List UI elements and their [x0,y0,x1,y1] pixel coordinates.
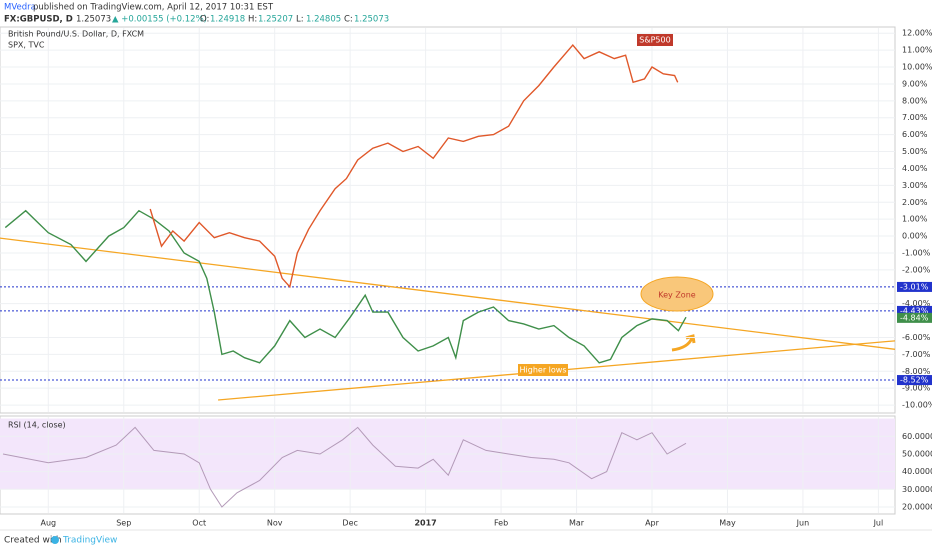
x-tick-label: 2017 [414,519,436,528]
series-line [2,426,687,508]
spx-tag [637,34,673,46]
y-tick-label: -6.00% [902,333,931,342]
y-tick-label: 9.00% [902,79,928,88]
ohlc-item: 1.24805 [306,15,341,25]
ohlc-item: O: [200,15,209,25]
y-tick-label: 11.00% [902,46,932,55]
footer-brand[interactable]: TradingView [62,536,117,546]
y-tick-label: 20.0000 [902,502,932,511]
y-tick-label: -7.00% [902,350,931,359]
main-pane [0,26,896,414]
x-tick-label: Jul [873,519,884,528]
y-tick-label: 4.00% [902,164,928,173]
symbol: FX:GBPUSD, D [4,15,73,25]
key-zone [640,276,714,312]
x-tick-label: Sep [116,519,131,528]
y-tick-label: 1.00% [902,215,928,224]
level-label: -3.01% [900,282,929,291]
x-tick-label: Nov [267,519,283,528]
x-tick-label: Oct [192,519,206,528]
higher-lows-label: Higher lows [520,366,567,375]
y-tick-label: 3.00% [902,181,928,190]
published: published on TradingView.com, April 12, … [33,3,274,13]
x-tick-label: Apr [645,519,660,528]
key-zone-label: Key Zone [658,291,695,300]
level-tag [897,281,932,292]
y-tick-label: -10.00% [902,401,932,410]
y-tick-label: 2.00% [902,198,928,207]
x-tick-label: Aug [40,519,56,528]
y-tick-label: 6.00% [902,130,928,139]
legend-gbpusd: British Pound/U.S. Dollar, D, FXCM [8,30,144,39]
y-tick-label: 0.00% [902,232,928,241]
y-tick-label: -9.00% [902,384,931,393]
series-line [149,44,679,289]
y-tick-label: -2.00% [902,265,931,274]
y-tick-label: 10.00% [902,63,932,72]
x-tick-label: Mar [569,519,585,528]
price-label: -4.84% [900,313,929,322]
y-tick-label: 12.00% [902,29,932,38]
trend-line [0,237,896,350]
footer-created: Created with [4,536,62,546]
x-tick-label: May [719,519,736,528]
ohlc-item: 1.25073 [354,15,389,25]
y-tick-label: 30.0000 [902,485,932,494]
y-tick-label: 8.00% [902,96,928,105]
y-tick-label: -8.00% [902,367,931,376]
y-tick-label: 60.0000 [902,432,932,441]
y-tick-label: 50.0000 [902,449,932,458]
y-tick-label: -1.00% [902,248,931,257]
spx-annotation: S&P500 [639,36,670,45]
ohlc-item: 1.24918 [210,15,245,25]
y-tick-label: 7.00% [902,113,928,122]
higher-lows-tag [518,364,568,376]
brand-icon [51,536,59,544]
legend-spx: SPX, TVC [8,41,45,50]
rsi-title: RSI (14, close) [8,421,66,430]
y-tick-label: 5.00% [902,147,928,156]
level-tag [897,375,932,386]
x-tick-label: Jun [796,519,810,528]
price-tag [897,312,932,323]
price: 1.25073 [76,15,111,25]
x-tick-label: Feb [494,519,508,528]
ohlc-item: L: [296,15,304,25]
level-label: -8.52% [900,376,929,385]
x-tick-label: Dec [342,519,357,528]
y-tick-label: 40.0000 [902,467,932,476]
author[interactable]: MVedra [4,3,36,13]
level-label: -4.43% [900,306,929,315]
change: ▲ +0.00155 (+0.12%) [112,15,207,25]
level-tag [897,305,932,316]
ohlc-item: 1.25207 [258,15,293,25]
ohlc-item: C: [344,15,353,25]
y-tick-label: -4.00% [902,299,931,308]
ohlc-item: H: [248,15,257,25]
